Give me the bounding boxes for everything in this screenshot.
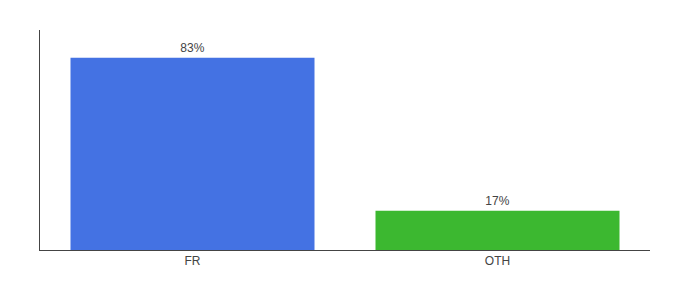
svg-text:17%: 17% <box>485 194 509 208</box>
svg-text:OTH: OTH <box>485 254 510 268</box>
svg-text:83%: 83% <box>180 41 204 55</box>
svg-text:FR: FR <box>185 254 201 268</box>
